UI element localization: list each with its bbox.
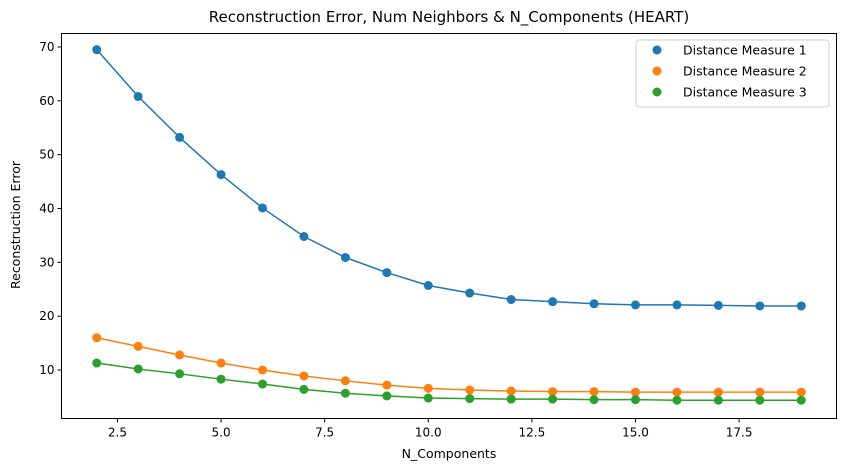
data-point-series-1 xyxy=(672,300,682,310)
x-tick-label: 5.0 xyxy=(212,426,231,440)
legend-label-2: Distance Measure 2 xyxy=(683,64,807,79)
series-line-3 xyxy=(96,362,802,401)
data-point-series-1 xyxy=(133,92,143,101)
data-point-series-1 xyxy=(465,288,475,298)
data-point-series-2 xyxy=(216,358,226,368)
legend-box xyxy=(635,39,830,108)
data-point-series-3 xyxy=(506,394,516,404)
data-point-series-3 xyxy=(382,391,392,401)
data-point-series-1 xyxy=(92,45,102,55)
plot-frame xyxy=(61,33,837,419)
x-axis-ticks: 2.5 5.0 7.5 10.0 12.5 15.0 17.5 xyxy=(108,418,753,440)
data-point-series-3 xyxy=(630,395,640,405)
data-point-series-2 xyxy=(340,376,350,386)
data-point-series-2 xyxy=(382,380,392,390)
data-point-series-3 xyxy=(133,364,143,374)
data-point-series-3 xyxy=(258,379,268,389)
y-tick-label: 30 xyxy=(39,255,54,269)
x-tick-label: 17.5 xyxy=(726,426,753,440)
y-axis-ticks: 10 20 30 40 50 60 70 xyxy=(39,40,62,377)
data-point-series-2 xyxy=(423,383,433,393)
legend: Distance Measure 1 Distance Measure 2 Dist… xyxy=(635,39,830,108)
y-tick-label: 40 xyxy=(39,202,54,216)
data-point-series-1 xyxy=(589,299,599,309)
data-point-series-3 xyxy=(340,388,350,398)
data-point-series-2 xyxy=(713,387,723,397)
data-point-series-1 xyxy=(382,268,392,278)
data-point-series-1 xyxy=(423,281,433,290)
data-point-series-3 xyxy=(672,395,682,405)
data-point-series-2 xyxy=(299,371,309,381)
legend-marker-3 xyxy=(652,87,662,97)
y-axis-label: Reconstruction Error xyxy=(8,160,23,289)
data-point-series-2 xyxy=(92,333,102,343)
data-point-series-2 xyxy=(672,387,682,397)
data-point-series-3 xyxy=(423,393,433,403)
data-point-series-1 xyxy=(216,170,226,180)
x-tick-label: 10.0 xyxy=(415,426,442,440)
data-point-series-1 xyxy=(506,295,516,304)
data-point-series-3 xyxy=(548,394,558,404)
data-point-series-2 xyxy=(258,365,268,375)
data-point-series-2 xyxy=(548,387,558,397)
data-point-series-1 xyxy=(755,301,765,311)
plot-area xyxy=(92,45,806,405)
y-tick-label: 20 xyxy=(39,309,54,323)
data-point-series-3 xyxy=(589,395,599,405)
data-point-series-1 xyxy=(175,132,185,142)
data-point-series-3 xyxy=(465,394,475,404)
data-point-series-3 xyxy=(796,395,806,405)
chart-title: Reconstruction Error, Num Neighbors & N_… xyxy=(209,8,689,27)
data-point-series-1 xyxy=(713,300,723,310)
x-tick-label: 12.5 xyxy=(519,426,546,440)
legend-marker-1 xyxy=(652,45,662,55)
legend-marker-2 xyxy=(652,66,662,76)
data-point-series-3 xyxy=(175,369,185,379)
data-point-series-1 xyxy=(340,253,350,262)
data-point-series-3 xyxy=(713,395,723,405)
data-point-series-1 xyxy=(630,300,640,310)
y-tick-label: 60 xyxy=(39,94,54,108)
data-point-series-2 xyxy=(755,387,765,397)
data-point-series-3 xyxy=(299,384,309,394)
x-tick-label: 15.0 xyxy=(622,426,649,440)
data-point-series-1 xyxy=(796,301,806,311)
data-point-series-1 xyxy=(548,297,558,307)
series-line-1 xyxy=(96,49,802,307)
data-point-series-3 xyxy=(755,395,765,405)
y-tick-label: 10 xyxy=(39,363,54,377)
data-point-series-1 xyxy=(299,232,309,241)
data-point-series-2 xyxy=(133,341,143,351)
data-point-series-2 xyxy=(465,385,475,395)
series-line-2 xyxy=(96,336,802,393)
legend-label-1: Distance Measure 1 xyxy=(683,43,807,58)
x-tick-label: 7.5 xyxy=(315,426,334,440)
legend-label-3: Distance Measure 3 xyxy=(683,85,807,100)
data-point-series-2 xyxy=(630,387,640,397)
x-tick-label: 2.5 xyxy=(108,426,127,440)
data-point-series-1 xyxy=(258,203,268,213)
y-tick-label: 50 xyxy=(39,148,54,162)
x-axis-label: N_Components xyxy=(402,446,497,461)
y-tick-label: 70 xyxy=(39,40,54,54)
data-point-series-2 xyxy=(175,350,185,360)
data-point-series-3 xyxy=(216,374,226,384)
data-point-series-2 xyxy=(589,387,599,397)
data-point-series-3 xyxy=(92,358,102,368)
data-point-series-2 xyxy=(506,386,516,396)
data-point-series-2 xyxy=(796,387,806,397)
